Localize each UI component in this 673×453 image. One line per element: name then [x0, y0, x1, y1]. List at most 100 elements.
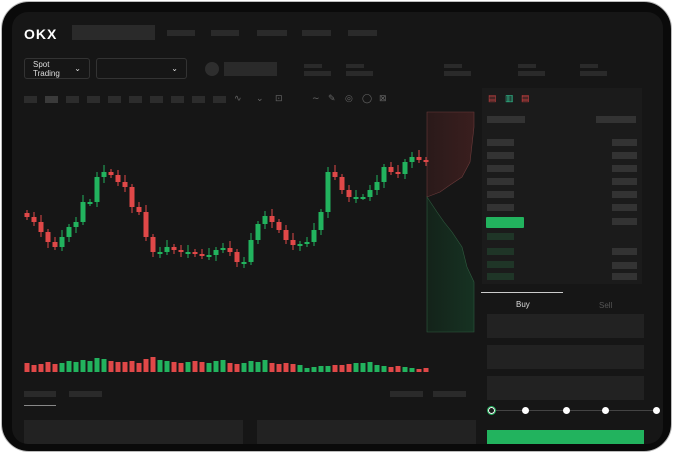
candle	[185, 252, 191, 254]
candle	[122, 182, 128, 187]
candlestick-chart[interactable]	[12, 107, 482, 372]
orderbook-sell-icon[interactable]: ▤	[521, 93, 530, 103]
volume-bar	[157, 360, 163, 372]
timeframe-button[interactable]	[171, 96, 184, 103]
timeframe-button[interactable]	[192, 96, 205, 103]
candle	[234, 252, 240, 262]
candle	[115, 175, 121, 182]
circle-icon[interactable]: ◯	[362, 93, 373, 103]
volume-bar	[59, 363, 65, 372]
total-input[interactable]	[487, 376, 644, 400]
settings-icon[interactable]: ⊠	[379, 93, 387, 103]
volume-bar	[402, 367, 408, 372]
timeframe-button[interactable]	[129, 96, 142, 103]
ask-row	[487, 178, 514, 185]
candle	[255, 224, 261, 240]
line-tool-icon[interactable]: ⌄	[256, 93, 264, 103]
volume-bar	[241, 363, 247, 372]
timeframe-button[interactable]	[108, 96, 121, 103]
timeframe-button[interactable]	[213, 96, 226, 103]
candle	[409, 157, 415, 162]
timeframe-button[interactable]	[24, 96, 37, 103]
candle	[360, 197, 366, 199]
volume-bar	[73, 362, 79, 372]
nav-item[interactable]	[257, 30, 287, 36]
ask-row	[612, 178, 637, 185]
bid-row	[612, 273, 637, 280]
volume-bar	[52, 364, 58, 372]
price-input[interactable]	[487, 314, 644, 338]
percent-slider[interactable]	[492, 410, 657, 411]
slider-handle[interactable]	[487, 406, 496, 415]
candle	[388, 167, 394, 172]
volume-bar	[388, 367, 394, 372]
volume-bar	[248, 361, 254, 372]
timeframe-button[interactable]	[66, 96, 79, 103]
volume-bar	[339, 365, 345, 372]
orderbook-both-icon[interactable]: ▤	[488, 93, 497, 103]
bid-row	[487, 233, 514, 240]
volume-bar	[94, 358, 100, 372]
line-tool-icon[interactable]: ∿	[234, 93, 242, 103]
candle	[346, 190, 352, 197]
candle	[199, 254, 205, 256]
candle	[192, 252, 198, 254]
candle	[304, 242, 310, 244]
trading-screen: OKX Spot Trading ⌄ ⌄ ∿ ⌄ ⊡ ∼ ✎ ◎ ◯ ⊠ ▤ ▥ …	[12, 12, 663, 444]
tab-history[interactable]	[69, 391, 102, 397]
volume-bar	[66, 361, 72, 372]
candle	[297, 244, 303, 246]
candle	[157, 252, 163, 254]
pair-select[interactable]: ⌄	[96, 58, 187, 79]
orderbook-buy-icon[interactable]: ▥	[505, 93, 514, 103]
candle	[416, 157, 422, 160]
ask-row	[487, 165, 514, 172]
nav-item[interactable]	[302, 30, 331, 36]
timeframe-button[interactable]	[150, 96, 163, 103]
volume-bar	[122, 362, 128, 372]
candle	[101, 172, 107, 177]
slider-step[interactable]	[602, 407, 609, 414]
search-bar[interactable]	[72, 25, 155, 40]
candle	[213, 250, 219, 255]
tab-sell[interactable]: Sell	[599, 301, 613, 310]
candle	[276, 222, 282, 230]
amount-input[interactable]	[487, 345, 644, 369]
candle	[339, 177, 345, 190]
spot-trading-select[interactable]: Spot Trading ⌄	[24, 58, 90, 79]
candle	[171, 247, 177, 250]
volume-bar	[143, 359, 149, 372]
volume-bar	[297, 365, 303, 372]
nav-item[interactable]	[211, 30, 239, 36]
timeframe-button[interactable]	[87, 96, 100, 103]
circle-icon[interactable]: ◎	[345, 93, 353, 103]
chevron-down-icon: ⌄	[74, 64, 81, 73]
line-tool-icon[interactable]: ⊡	[275, 93, 283, 103]
bid-row	[612, 248, 637, 255]
slider-step[interactable]	[653, 407, 660, 414]
candle	[381, 167, 387, 182]
ask-row	[612, 165, 637, 172]
candle	[73, 222, 79, 227]
candle	[178, 250, 184, 252]
tab-open-orders[interactable]	[24, 391, 56, 397]
buy-button[interactable]	[487, 430, 644, 444]
pencil-icon[interactable]: ✎	[328, 93, 336, 103]
candle	[311, 230, 317, 242]
bid-row	[612, 262, 637, 269]
candle	[24, 213, 30, 217]
timeframe-button[interactable]	[45, 96, 58, 103]
volume-bar	[304, 368, 310, 372]
depth-bids	[426, 196, 475, 333]
slider-step[interactable]	[522, 407, 529, 414]
line-tool-icon[interactable]: ∼	[312, 93, 320, 103]
slider-step[interactable]	[563, 407, 570, 414]
candle	[45, 232, 51, 242]
candle	[269, 216, 275, 222]
nav-item[interactable]	[348, 30, 377, 36]
volume-bar	[409, 368, 415, 372]
tab-buy[interactable]: Buy	[516, 300, 530, 309]
candle	[150, 237, 156, 252]
ask-row	[487, 191, 514, 198]
nav-item[interactable]	[167, 30, 195, 36]
